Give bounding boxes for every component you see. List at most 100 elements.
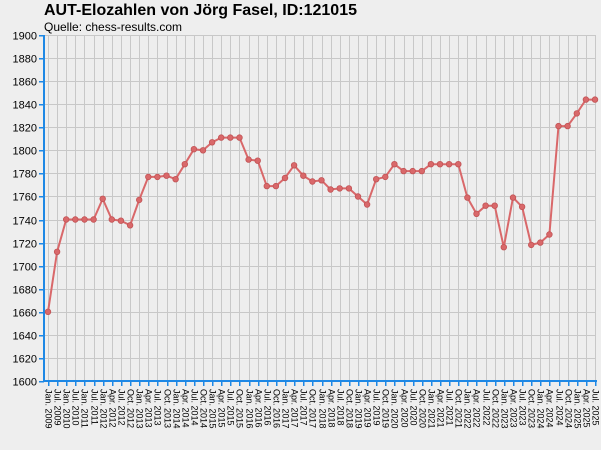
x-tick-label: Jul. 2019 bbox=[372, 389, 382, 426]
data-point bbox=[145, 173, 152, 181]
data-point bbox=[281, 174, 289, 182]
x-tick-label: Oct. 2017 bbox=[308, 389, 318, 428]
x-tick-label: Apr. 2024 bbox=[545, 389, 555, 428]
x-tick-labels: Jan. 2009 Jul. 2009 Jan. 2010 Jul. 2010 Jan.… bbox=[44, 389, 601, 429]
x-tick-label: Jan. 2022 bbox=[463, 389, 473, 429]
data-point bbox=[464, 194, 471, 201]
y-tick-label: 1620 bbox=[13, 354, 37, 366]
data-point bbox=[528, 241, 535, 249]
x-tick-label: Jan. 2009 bbox=[44, 389, 54, 429]
x-tick-label: Jan. 2025 bbox=[573, 389, 583, 429]
x-tick-label: Oct. 2020 bbox=[418, 389, 428, 428]
y-tick-label: 1600 bbox=[13, 377, 37, 389]
data-point bbox=[537, 239, 544, 246]
x-tick-label: Jul. 2014 bbox=[190, 389, 200, 426]
data-point bbox=[482, 202, 489, 209]
x-tick-label: Jul. 2010 bbox=[71, 389, 81, 426]
data-point bbox=[227, 134, 234, 141]
x-tick-label: Jul. 2012 bbox=[117, 389, 127, 426]
data-point bbox=[190, 145, 198, 153]
data-point bbox=[363, 201, 371, 208]
x-tick-label: Jan. 2017 bbox=[281, 389, 291, 429]
x-tick-label: Jul. 2023 bbox=[518, 389, 528, 426]
data-point bbox=[108, 216, 115, 223]
data-point bbox=[546, 231, 553, 238]
data-point bbox=[345, 185, 353, 192]
x-tick-label: Oct. 2019 bbox=[381, 389, 391, 428]
series bbox=[44, 96, 599, 315]
grid bbox=[44, 35, 596, 382]
data-point bbox=[564, 122, 571, 130]
data-point bbox=[126, 222, 134, 229]
data-point bbox=[327, 186, 334, 193]
y-tick-label: 1840 bbox=[13, 100, 37, 112]
y-tick-label: 1700 bbox=[13, 262, 37, 274]
y-tick-labels: 1600 1620 1640 1660 1680 1700 1720 1740 1760 1780… bbox=[13, 31, 37, 389]
data-point bbox=[90, 216, 97, 223]
data-point bbox=[591, 96, 599, 103]
y-tick-label: 1880 bbox=[13, 54, 37, 66]
x-tick-label: Oct. 2018 bbox=[345, 389, 355, 428]
x-tick-label: Jul. 2021 bbox=[445, 389, 455, 426]
x-tick-label: Jan. 2010 bbox=[62, 389, 72, 429]
y-tick-label: 1820 bbox=[13, 123, 37, 135]
y-tick-label: 1640 bbox=[13, 331, 37, 343]
x-tick-label: Jan. 2024 bbox=[536, 389, 546, 429]
data-point bbox=[500, 243, 507, 251]
y-tick-label: 1740 bbox=[13, 216, 37, 228]
data-point bbox=[135, 196, 143, 204]
x-tick-label: Jan. 2014 bbox=[172, 389, 182, 429]
x-tick-label: Apr. 2021 bbox=[436, 389, 446, 428]
x-tick-label: Apr. 2025 bbox=[582, 389, 592, 428]
data-point bbox=[81, 216, 88, 223]
y-tick-label: 1780 bbox=[13, 169, 37, 181]
data-point bbox=[427, 160, 435, 168]
data-point bbox=[382, 173, 389, 181]
data-point bbox=[99, 195, 106, 202]
x-tick-label: Jul. 2024 bbox=[555, 389, 565, 426]
x-tick-label: Oct. 2016 bbox=[272, 389, 282, 428]
x-tick-label: Jul. 2015 bbox=[226, 389, 236, 426]
x-tick-label: Apr. 2012 bbox=[108, 389, 118, 428]
x-tick-label: Jul. 2018 bbox=[336, 389, 346, 426]
x-tick-label: Jan. 2011 bbox=[80, 389, 90, 428]
data-point bbox=[573, 110, 580, 117]
y-tick-label: 1760 bbox=[13, 192, 37, 204]
x-tick-label: Jul. 2009 bbox=[53, 389, 63, 426]
data-point bbox=[53, 248, 61, 255]
data-point bbox=[208, 139, 216, 146]
y-tick-label: 1860 bbox=[13, 77, 37, 89]
data-point bbox=[272, 182, 280, 190]
x-tick-label: Jul. 2017 bbox=[299, 389, 309, 426]
x-tick-label: Jul. 2025 bbox=[591, 389, 601, 426]
x-tick-label: Jan. 2012 bbox=[99, 389, 109, 429]
data-point bbox=[309, 178, 316, 185]
y-tick-label: 1900 bbox=[13, 31, 37, 43]
data-point bbox=[436, 160, 444, 168]
x-tick-label: Jul. 2022 bbox=[482, 389, 492, 426]
x-tick-label: Oct. 2012 bbox=[126, 389, 136, 428]
data-point bbox=[290, 162, 298, 169]
y-tick-label: 1680 bbox=[13, 285, 37, 297]
x-tick-label: Oct. 2013 bbox=[163, 389, 173, 428]
x-tick-label: Apr. 2018 bbox=[327, 389, 337, 428]
x-tick-label: Oct. 2015 bbox=[235, 389, 245, 428]
data-point bbox=[62, 216, 70, 223]
x-tick-label: Oct. 2014 bbox=[199, 389, 209, 428]
x-tick-label: Jul. 2016 bbox=[263, 389, 273, 426]
data-point bbox=[72, 216, 79, 223]
x-tick-label: Jan. 2013 bbox=[135, 389, 145, 429]
data-point bbox=[336, 185, 343, 192]
x-tick-label: Apr. 2019 bbox=[363, 389, 373, 428]
data-point bbox=[300, 172, 307, 179]
x-tick-label: Jan. 2015 bbox=[208, 389, 218, 429]
x-tick-label: Apr. 2014 bbox=[181, 389, 191, 428]
data-point bbox=[181, 160, 188, 168]
data-point bbox=[491, 202, 498, 209]
data-point bbox=[555, 122, 562, 130]
chart-subtitle: Quelle: chess-results.com bbox=[44, 20, 183, 34]
x-tick-label: Jan. 2021 bbox=[427, 389, 437, 429]
data-point bbox=[245, 156, 252, 163]
data-point bbox=[373, 175, 380, 183]
